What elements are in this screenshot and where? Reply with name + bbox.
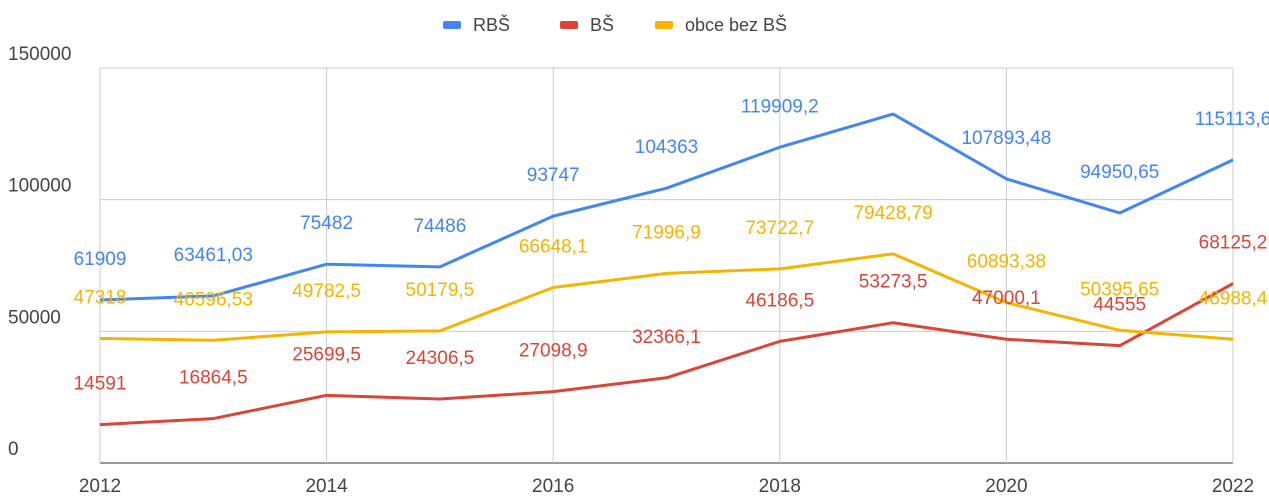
- y-tick-label: 0: [8, 439, 19, 460]
- data-label: 61909: [74, 249, 127, 270]
- data-label: 66648,1: [519, 237, 588, 258]
- data-label: 63461,03: [174, 245, 253, 266]
- data-label: 47000,1: [972, 288, 1041, 309]
- x-tick-label: 2014: [305, 476, 348, 496]
- data-label: 25699,5: [292, 344, 361, 365]
- x-tick-label: 2012: [79, 476, 121, 496]
- data-label: 50395,65: [1080, 279, 1159, 300]
- data-label: 68125,2: [1199, 233, 1268, 254]
- series-line: [99, 282, 1234, 427]
- legend-label: obce bez BŠ: [685, 14, 787, 35]
- data-label: 14591: [74, 374, 127, 395]
- legend-swatch: [560, 21, 578, 29]
- x-tick-label: 2018: [759, 476, 801, 496]
- x-tick-label: 2016: [532, 476, 574, 496]
- legend-label: BŠ: [590, 14, 614, 35]
- x-tick-label: 2022: [1212, 476, 1254, 496]
- series-line: [99, 252, 1234, 342]
- data-label: 53273,5: [859, 272, 928, 293]
- data-label: 44555: [1093, 295, 1146, 316]
- x-tick-label: 2020: [985, 476, 1027, 496]
- y-tick-label: 150000: [8, 44, 71, 65]
- legend-swatch: [655, 21, 673, 29]
- data-label: 27098,9: [519, 341, 588, 362]
- legend-swatch: [443, 21, 461, 29]
- data-label: 79428,79: [853, 203, 932, 224]
- data-label: 104363: [635, 137, 698, 158]
- data-label: 46186,5: [745, 290, 814, 311]
- data-label: 75482: [300, 213, 353, 234]
- data-label: 71996,9: [632, 222, 701, 243]
- data-label: 93747: [527, 165, 580, 186]
- data-label: 16864,5: [179, 368, 248, 389]
- series-line: [99, 112, 1234, 302]
- data-label: 119909,2: [741, 96, 819, 117]
- y-tick-label: 100000: [8, 176, 71, 197]
- data-label: 60893,38: [967, 252, 1046, 273]
- data-label: 94950,65: [1080, 162, 1159, 183]
- data-label: 49782,5: [292, 281, 361, 302]
- data-label: 46988,4: [1199, 288, 1268, 309]
- data-label: 107893,48: [961, 128, 1051, 149]
- data-label: 74486: [413, 216, 466, 237]
- data-label: 24306,5: [406, 348, 475, 369]
- data-label: 46596,53: [174, 289, 253, 310]
- data-label: 47318: [74, 287, 127, 308]
- legend-label: RBŠ: [473, 14, 510, 35]
- data-label: 73722,7: [745, 218, 814, 239]
- data-label: 32366,1: [632, 327, 701, 348]
- data-label: 115113,6: [1195, 109, 1269, 130]
- data-label: 50179,5: [406, 280, 475, 301]
- y-tick-label: 50000: [8, 307, 61, 328]
